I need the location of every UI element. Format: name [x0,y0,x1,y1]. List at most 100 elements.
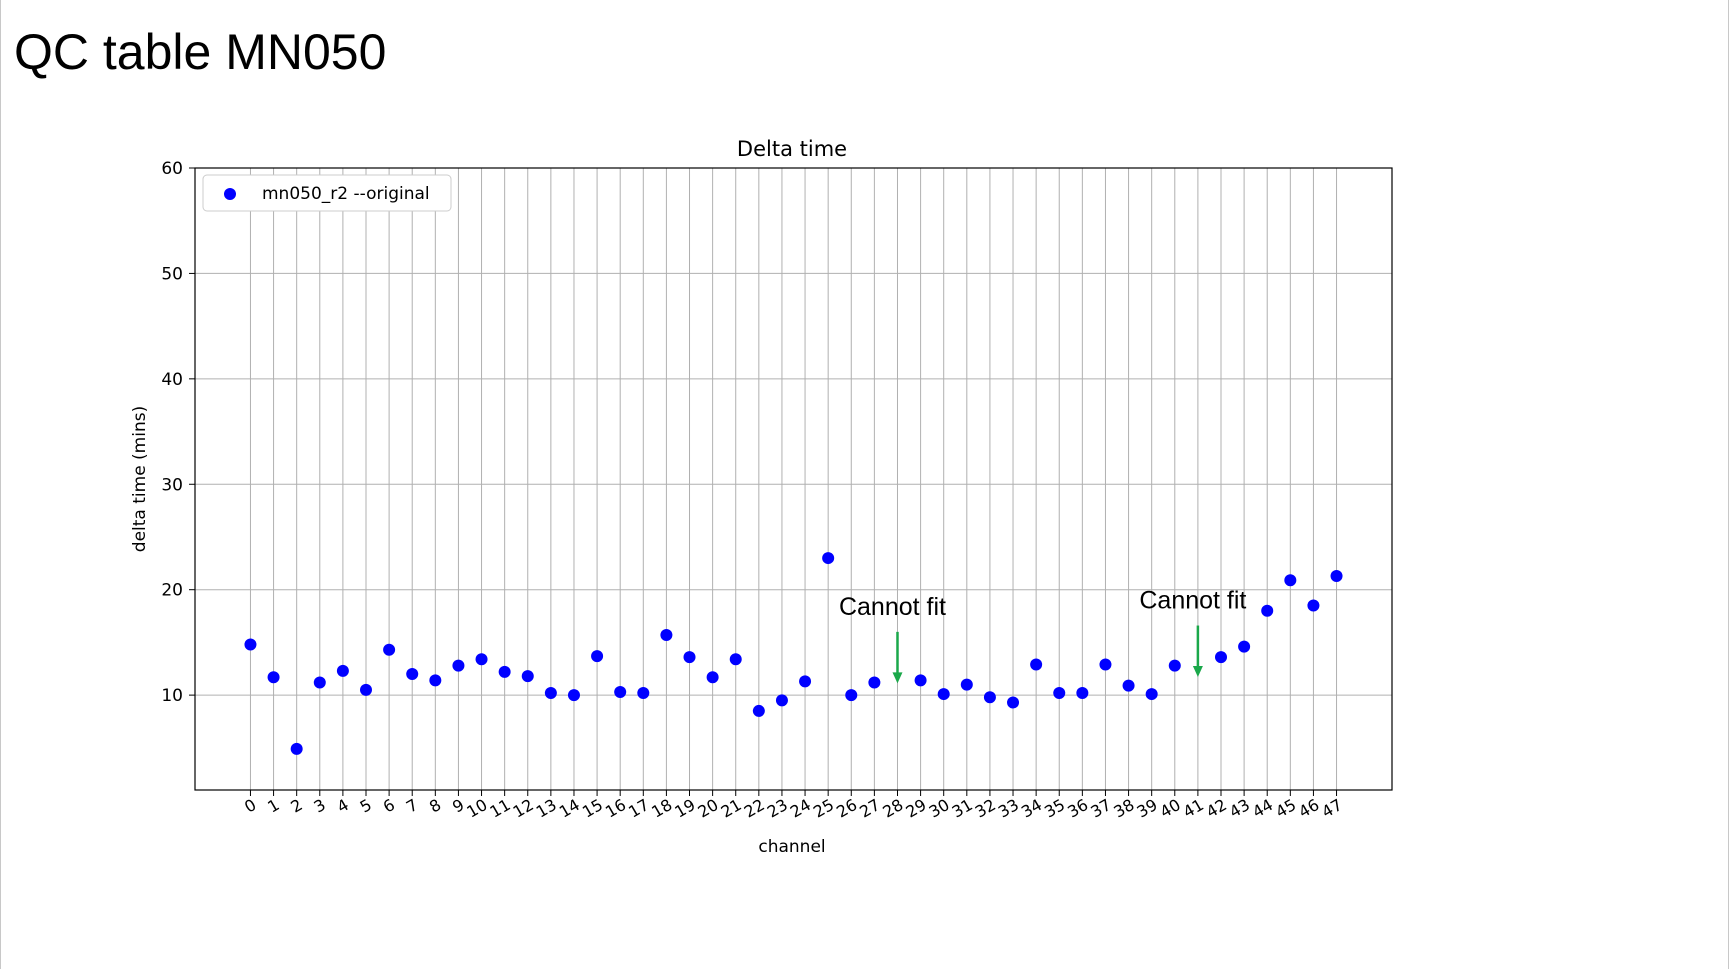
x-tick-label: 33 [995,795,1022,822]
x-tick-label: 43 [1226,795,1253,822]
data-point [614,685,627,698]
data-point [1307,599,1320,612]
x-tick-label: 38 [1110,795,1137,822]
x-tick-label: 44 [1249,795,1276,822]
y-axis-label: delta time (mins) [130,406,150,552]
x-tick-label: 16 [602,795,629,822]
data-point [822,552,835,565]
legend: mn050_r2 --original [202,174,452,212]
data-point [1076,687,1089,700]
data-point [244,638,257,651]
legend-marker [224,188,236,200]
data-point [429,674,442,687]
y-tick-label: 60 [161,159,183,179]
x-tick-label: 31 [949,795,976,822]
y-tick-label: 10 [161,686,183,706]
data-point [475,653,488,666]
x-tick-label: 30 [926,795,953,822]
x-tick-label: 24 [787,795,814,822]
x-tick-label: 5 [357,795,375,817]
data-point [290,742,303,755]
data-point [567,689,580,702]
x-tick-label: 35 [1041,795,1068,822]
x-tick-label: 10 [463,795,490,822]
data-point [336,664,349,677]
data-point [1053,687,1066,700]
legend-label: mn050_r2 --original [262,184,430,204]
y-ticks: 10 20 30 40 50 60 [161,159,195,706]
data-point [752,704,765,717]
x-tick-label: 12 [510,795,537,822]
x-tick-label: 34 [1018,795,1045,822]
data-point [868,676,881,689]
x-tick-label: 11 [487,795,514,822]
data-point [775,694,788,707]
page-title: QC table MN050 [14,24,387,80]
data-point [1238,640,1251,653]
data-point [1030,658,1043,671]
data-point [544,687,557,700]
x-tick-label: 46 [1295,795,1322,822]
annotation-label: Cannot fit [1139,587,1246,615]
x-tick-label: 36 [1064,795,1091,822]
data-point [983,691,996,704]
x-tick-label: 14 [556,795,583,822]
x-tick-label: 32 [972,795,999,822]
x-tick-label: 47 [1318,795,1345,822]
x-tick-label: 22 [741,795,768,822]
x-tick-label: 26 [833,795,860,822]
x-tick-label: 37 [1087,795,1114,822]
annotation-arrowhead [1192,666,1203,678]
data-point [1261,604,1274,617]
x-ticks: 0 1 2 3 4 5 6 7 8 9101112131415161718192021222324… [241,790,1346,822]
x-tick-label: 42 [1203,795,1230,822]
data-point [1145,688,1158,701]
plot-frame [194,167,1393,791]
x-tick-label: 41 [1180,795,1207,822]
data-point [1007,696,1020,709]
data-point [960,678,973,691]
data-point [360,683,372,696]
data-point [1284,574,1297,587]
x-tick-label: 0 [241,795,259,817]
x-tick-label: 8 [426,795,444,817]
data-point [683,651,696,664]
x-tick-label: 18 [648,795,675,822]
data-point [521,670,534,683]
data-point [660,629,673,642]
y-tick-label: 20 [161,581,183,601]
x-tick-label: 3 [310,795,328,817]
data-point [1215,651,1227,664]
data-point [1330,569,1343,582]
x-tick-label: 27 [856,795,883,822]
annotations: Cannot fit Cannot fit [839,587,1246,684]
data-point [914,674,927,687]
y-tick-label: 40 [161,370,183,390]
x-axis-label: channel [758,837,825,857]
data-point [1168,659,1181,672]
x-tick-label: 13 [533,795,560,822]
data-point [729,653,742,666]
data-point [313,676,326,689]
data-point [383,643,396,656]
x-tick-label: 4 [334,795,352,817]
x-tick-label: 28 [879,795,906,822]
data-point [706,671,719,684]
x-tick-label: 23 [764,795,791,822]
data-point [1099,658,1112,671]
x-tick-label: 20 [694,795,721,822]
data-point [937,688,950,701]
y-tick-label: 30 [161,475,183,495]
x-tick-label: 40 [1157,795,1184,822]
data-point [267,671,280,684]
x-tick-label: 29 [902,795,929,822]
x-tick-label: 45 [1272,795,1299,822]
data-point [498,665,511,678]
x-tick-label: 2 [287,795,305,817]
data-point [1122,679,1135,692]
x-tick-label: 25 [810,795,837,822]
y-tick-label: 50 [161,264,183,284]
grid-layer [195,167,1392,790]
data-point [452,659,465,672]
